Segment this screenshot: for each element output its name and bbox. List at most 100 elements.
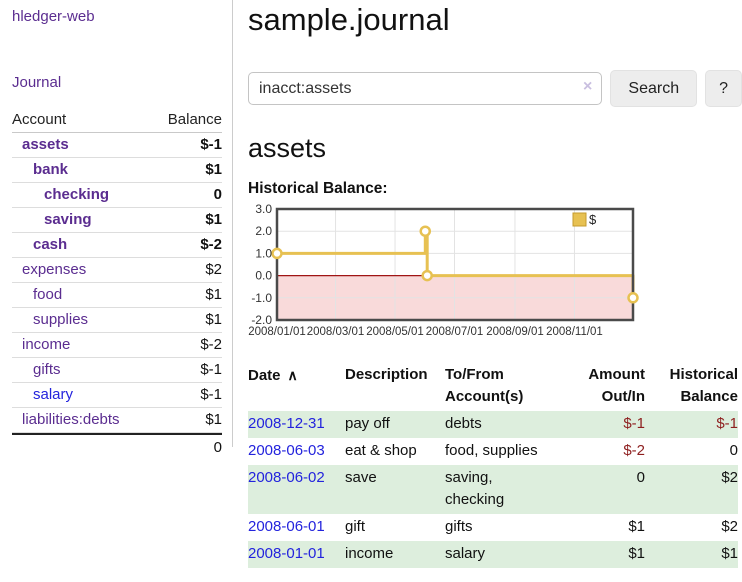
accounts-total-row: 0 — [12, 433, 222, 460]
transaction-amount: $-2 — [623, 442, 645, 459]
data-point-marker — [271, 247, 283, 260]
transaction-amount: 0 — [550, 465, 645, 514]
help-button[interactable]: ? — [705, 70, 742, 107]
account-link-liabilities-debts[interactable]: liabilities:debts — [22, 411, 120, 428]
app-title-link[interactable]: hledger-web — [12, 8, 95, 25]
account-balance: $1 — [151, 308, 222, 333]
transaction-description: gift — [345, 518, 366, 535]
y-tick-label: 3.0 — [255, 204, 272, 216]
plot-border — [275, 207, 635, 322]
data-point-marker — [627, 292, 639, 304]
y-tick-label: 1.0 — [255, 246, 272, 260]
accounts-col-balance: Balance — [151, 108, 222, 133]
account-link-food[interactable]: food — [33, 286, 63, 303]
search-input[interactable] — [248, 72, 603, 105]
account-cell: food — [12, 283, 152, 308]
account-balance: 0 — [151, 183, 222, 208]
transaction-accounts: salary — [445, 541, 550, 568]
register-header-row: Date ∧ Description To/From Account(s) Amo… — [248, 362, 738, 411]
sidebar-item-journal[interactable]: Journal — [12, 74, 62, 91]
transaction-date-cell: 2008-06-02 — [248, 465, 345, 514]
register-col-balance: Historical Balance — [669, 366, 738, 405]
transaction-date-cell: 2008-06-01 — [248, 514, 345, 541]
data-point-marker — [419, 225, 432, 237]
account-link-salary[interactable]: salary — [33, 386, 74, 403]
register-table: Date ∧ Description To/From Account(s) Amo… — [248, 362, 738, 568]
transaction-balance: $2 — [645, 465, 738, 514]
transaction-date-link[interactable]: 2008-06-01 — [248, 518, 325, 535]
account-link-income[interactable]: income — [22, 336, 71, 353]
account-cell: checking — [12, 183, 152, 208]
transaction-balance: 0 — [729, 442, 738, 459]
transaction-date-cell: 2008-06-03 — [248, 438, 345, 465]
x-tick-label: 2008/09/01 — [486, 326, 544, 338]
y-tick-label: 0.0 — [255, 269, 272, 283]
transaction-balance: $-1 — [645, 411, 738, 438]
y-tick-label: -2.0 — [251, 313, 272, 327]
account-link-checking[interactable]: checking — [44, 186, 110, 203]
clear-search-icon[interactable]: × — [583, 78, 593, 95]
register-row: 2008-06-02 save saving, checking 0 $2 — [248, 465, 738, 514]
account-cell: assets — [12, 133, 152, 158]
x-tick-label: 2008/11/01 — [546, 326, 603, 338]
transaction-description: pay off — [345, 411, 445, 438]
account-row: income $-2 — [12, 333, 222, 358]
account-link-cash[interactable]: cash — [33, 236, 68, 253]
account-link-gifts[interactable]: gifts — [33, 361, 61, 378]
account-row: assets $-1 — [12, 133, 222, 158]
transaction-balance: $2 — [721, 518, 738, 535]
account-balance: $-2 — [151, 233, 222, 258]
transaction-description: eat & shop — [345, 442, 417, 459]
account-balance: $1 — [151, 158, 222, 183]
data-point-marker — [421, 269, 433, 282]
transaction-amount: $1 — [628, 518, 645, 535]
account-row: expenses $2 — [12, 258, 222, 283]
account-cell: expenses — [12, 258, 152, 283]
search-button[interactable]: Search — [610, 70, 698, 107]
accounts-col-account: Account — [12, 108, 152, 133]
register-row: 2008-06-03 eat & shop food, supplies $-2 0 — [248, 438, 738, 465]
x-tick-label: 2008/03/01 — [307, 326, 365, 338]
register-row: 2008-01-01 income salary $1 $1 — [248, 541, 738, 568]
account-link-saving[interactable]: saving — [44, 211, 92, 228]
transaction-date-link[interactable]: 2008-06-02 — [248, 469, 325, 486]
transaction-date-link[interactable]: 2008-12-31 — [248, 415, 325, 432]
transaction-description: save — [345, 465, 445, 514]
transaction-accounts: food, supplies — [445, 442, 538, 459]
accounts-table-body: assets $-1 bank $1 checking 0 saving $1 cash $-2 e… — [12, 133, 222, 433]
transaction-date-link[interactable]: 2008-06-03 — [248, 442, 325, 459]
account-cell: supplies — [12, 308, 152, 333]
transaction-accounts: gifts — [445, 518, 473, 535]
x-tick-label: 2008/01/01 — [248, 326, 306, 338]
transaction-date-cell: 2008-12-31 — [248, 411, 345, 438]
transaction-description: income — [345, 541, 445, 568]
accounts-table: Account Balance assets $-1 bank $1 checking 0… — [12, 108, 222, 460]
account-cell: bank — [12, 158, 152, 183]
register-row: 2008-06-01 gift gifts $1 $2 — [248, 514, 738, 541]
account-row: liabilities:debts $1 — [12, 408, 222, 433]
account-balance: $-2 — [151, 333, 222, 358]
account-link-bank[interactable]: bank — [33, 161, 69, 178]
account-link-supplies[interactable]: supplies — [33, 311, 89, 328]
register-table-body: 2008-12-31 pay off debts $-1 $-1 2008-06-03 ea… — [248, 411, 738, 568]
account-row: food $1 — [12, 283, 222, 308]
transaction-date-link[interactable]: 2008-01-01 — [248, 545, 325, 562]
transaction-amount: $-1 — [550, 411, 645, 438]
sidebar-nav: Journal — [12, 74, 222, 91]
register-row: 2008-12-31 pay off debts $-1 $-1 — [248, 411, 738, 438]
account-link-expenses[interactable]: expenses — [22, 261, 87, 278]
account-row: cash $-2 — [12, 233, 222, 258]
register-col-description: Description — [345, 366, 428, 383]
chart-title: Historical Balance: — [248, 180, 388, 197]
accounts-total-spacer — [12, 433, 152, 460]
y-tick-label: -1.0 — [251, 291, 272, 305]
account-link-assets[interactable]: assets — [22, 136, 69, 153]
account-row: gifts $-1 — [12, 358, 222, 383]
transaction-accounts: saving, checking — [445, 465, 550, 514]
register-col-date[interactable]: Date ∧ — [248, 362, 345, 411]
page-title: sample.journal — [248, 2, 450, 37]
account-cell: cash — [12, 233, 152, 258]
account-balance: $2 — [151, 258, 222, 283]
account-balance: $1 — [151, 283, 222, 308]
